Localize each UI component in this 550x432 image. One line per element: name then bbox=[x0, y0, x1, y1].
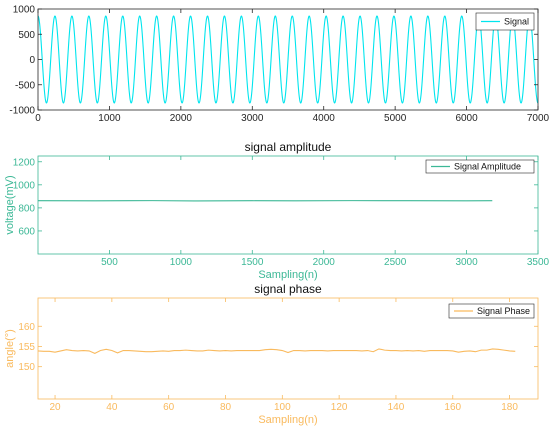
x-tick-label: 140 bbox=[388, 402, 405, 413]
y-axis-label: voltage(mV) bbox=[4, 175, 16, 234]
x-tick-label: 1000 bbox=[98, 113, 121, 124]
y-tick-label: 1200 bbox=[13, 157, 36, 168]
x-tick-label: 180 bbox=[501, 402, 518, 413]
y-tick-label: 800 bbox=[18, 203, 35, 214]
y-tick-label: 155 bbox=[18, 342, 35, 353]
x-tick-label: 3000 bbox=[455, 257, 478, 268]
x-tick-label: 80 bbox=[220, 402, 232, 413]
chart-title: signal amplitude bbox=[245, 140, 332, 154]
x-tick-label: 2000 bbox=[170, 113, 193, 124]
axes-frame bbox=[37, 297, 539, 400]
x-axis-label: Sampling(n) bbox=[258, 269, 317, 281]
y-tick-label: -500 bbox=[15, 80, 35, 91]
y-tick-label: 1000 bbox=[13, 5, 36, 16]
x-tick-label: 3000 bbox=[241, 113, 264, 124]
axes-frame bbox=[37, 155, 539, 255]
legend-label: Signal Phase bbox=[477, 306, 530, 316]
x-tick-label: 60 bbox=[163, 402, 175, 413]
series-line-0 bbox=[38, 15, 538, 104]
signal-phase-panel: 20 40 60 80 100 120 140 160 180 150 155 160 signal p… bbox=[4, 282, 539, 426]
x-axis-label: Sampling(n) bbox=[258, 414, 317, 426]
x-tick-label: 1000 bbox=[170, 257, 193, 268]
signal-panel: 0 1000 2000 3000 4000 5000 6000 7000 -1000 -500 0 5… bbox=[9, 5, 549, 125]
x-tick-label: 500 bbox=[101, 257, 118, 268]
legend-label: Signal bbox=[504, 17, 529, 27]
legend-box bbox=[425, 159, 535, 174]
y-tick-label: -1000 bbox=[9, 106, 35, 117]
series-line-0 bbox=[38, 348, 516, 354]
legend-label: Signal Amplitude bbox=[454, 162, 521, 172]
x-tick-label: 40 bbox=[106, 402, 118, 413]
y-tick-label: 150 bbox=[18, 362, 35, 373]
signal-amplitude-panel: 500 1000 1500 2000 2500 3000 3500 600 800 1000 120… bbox=[4, 140, 550, 281]
x-tick-label: 2000 bbox=[313, 257, 336, 268]
y-tick-label: 500 bbox=[18, 30, 35, 41]
x-tick-label: 5000 bbox=[384, 113, 407, 124]
legend-box bbox=[475, 12, 535, 31]
x-tick-label: 3500 bbox=[527, 257, 550, 268]
y-tick-label: 0 bbox=[29, 55, 35, 66]
x-tick-label: 7000 bbox=[527, 113, 550, 124]
x-tick-label: 0 bbox=[35, 113, 41, 124]
y-tick-label: 1000 bbox=[13, 180, 36, 191]
x-tick-label: 100 bbox=[274, 402, 291, 413]
y-tick-label: 160 bbox=[18, 322, 35, 333]
x-tick-label: 1500 bbox=[241, 257, 264, 268]
x-tick-label: 2500 bbox=[384, 257, 407, 268]
x-tick-label: 120 bbox=[331, 402, 348, 413]
legend-box bbox=[448, 303, 535, 319]
x-tick-label: 20 bbox=[49, 402, 61, 413]
y-tick-label: 600 bbox=[18, 226, 35, 237]
chart-title: signal phase bbox=[254, 282, 322, 296]
x-tick-label: 4000 bbox=[313, 113, 336, 124]
x-tick-label: 6000 bbox=[455, 113, 478, 124]
y-axis-label: angle(°) bbox=[4, 329, 16, 368]
x-tick-label: 160 bbox=[444, 402, 461, 413]
